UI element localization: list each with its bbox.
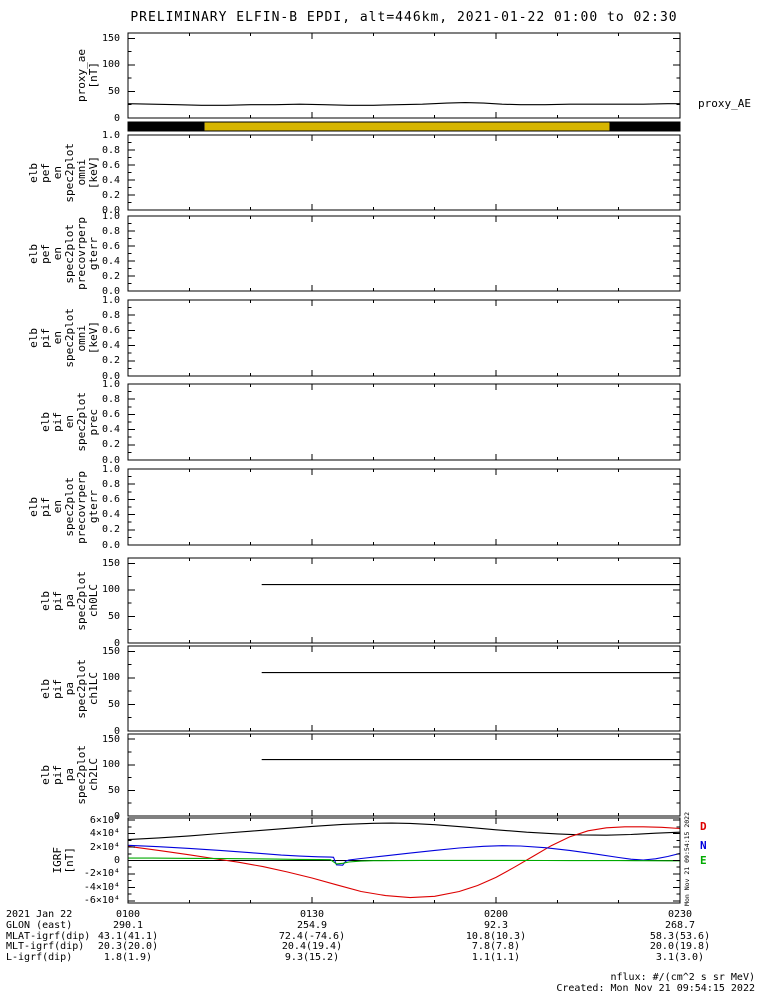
panel-frame-proxy_ae xyxy=(127,32,681,119)
footer-units: nflux: #/(cm^2 s sr MeV) xyxy=(610,972,756,983)
panel-frame-elb_pif_en_prec xyxy=(127,383,681,461)
proxy-ae-series-label: proxy_AE xyxy=(698,97,751,110)
panel-frame-elb_pif_en_omni xyxy=(127,299,681,377)
panel-frame-elb_pef_en_precovrperp xyxy=(127,215,681,292)
panel-frame-elb_pif_pa_ch2LC xyxy=(127,733,681,817)
series-proxy_ae-proxy_AE xyxy=(128,102,680,106)
orbit-bar-segment xyxy=(128,122,205,131)
panel-frame-elb_pef_en_omni xyxy=(127,134,681,211)
plot-title: PRELIMINARY ELFIN-B EPDI, alt=446km, 202… xyxy=(130,10,678,25)
orbit-bar-segment xyxy=(609,122,680,131)
panel-frame-elb_pif_pa_ch1LC xyxy=(127,645,681,732)
side-timestamp: Mon Nov 21 09:54:15 2022 xyxy=(683,812,691,906)
side-timestamp-text: Mon Nov 21 09:54:15 2022 xyxy=(683,812,691,906)
footer-created: Created: Mon Nov 21 09:54:15 2022 xyxy=(556,983,755,994)
panel-frame-elb_pif_pa_ch0LC xyxy=(127,557,681,644)
panel-frame-elb_pif_en_precovrperp xyxy=(127,468,681,546)
series-igrf-B xyxy=(128,822,680,841)
orbit-bar-segment xyxy=(204,122,610,131)
series-igrf-E xyxy=(128,857,680,865)
series-igrf-D xyxy=(128,826,680,899)
orbit-bar-frame xyxy=(127,121,681,132)
series-igrf-N xyxy=(128,844,680,866)
